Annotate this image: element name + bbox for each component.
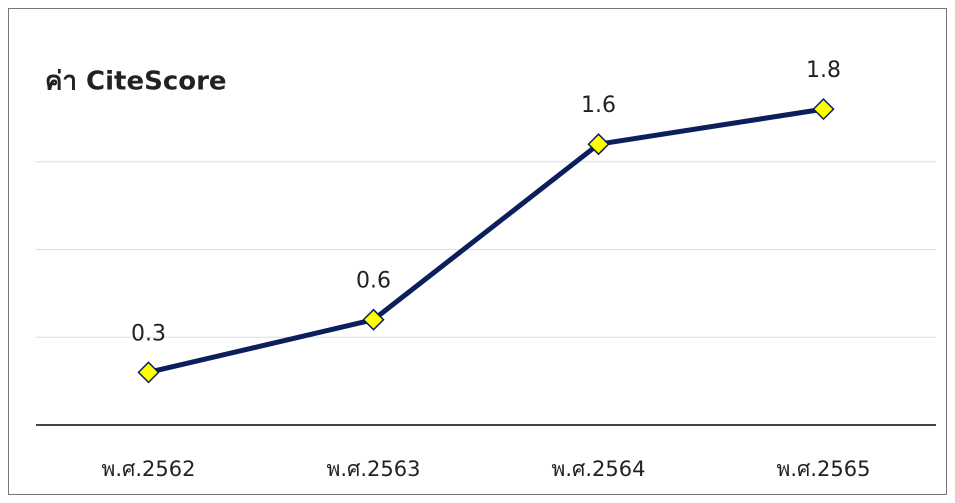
marker: [137, 361, 160, 384]
x-tick-label: พ.ศ.2564: [552, 457, 646, 481]
x-tick-label: พ.ศ.2563: [327, 457, 421, 481]
x-tick-label: พ.ศ.2562: [102, 457, 196, 481]
marker: [362, 308, 385, 331]
chart-title: ค่า CiteScore: [45, 67, 227, 97]
marker: [587, 133, 610, 156]
data-label: 1.8: [806, 58, 841, 83]
x-tick-label: พ.ศ.2565: [777, 457, 871, 481]
data-label: 0.3: [131, 321, 166, 346]
marker: [812, 98, 835, 121]
data-label: 0.6: [356, 269, 391, 294]
data-label: 1.6: [581, 93, 616, 118]
series-line: [147, 106, 824, 375]
chart-frame: [8, 8, 947, 495]
